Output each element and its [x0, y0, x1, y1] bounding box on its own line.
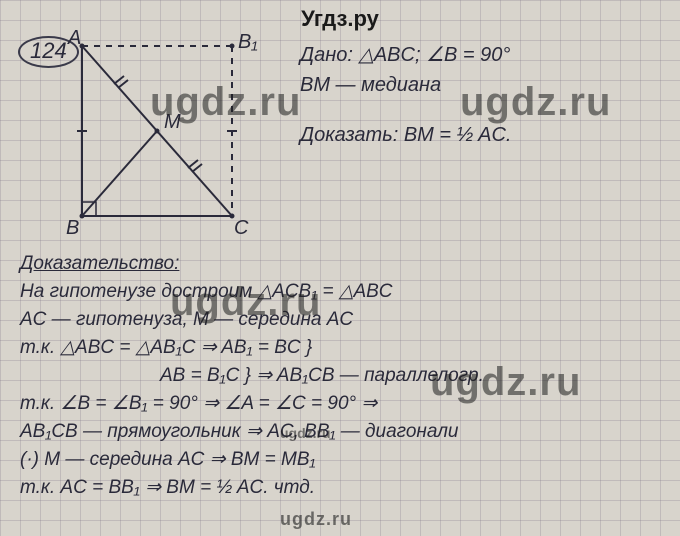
diagram-svg: A B₁ B C M — [72, 36, 272, 236]
proof-block: Доказательство: На гипотенузе достроим △… — [20, 250, 660, 502]
proof-line-5: AB₁CB — прямоугольник ⇒ AC, BB₁ — диагон… — [20, 418, 660, 446]
page-header: Угдз.ру — [0, 6, 680, 32]
given-line-2: BM — медиана — [300, 70, 660, 100]
tick-marks — [77, 76, 237, 172]
to-prove: Доказать: BM = ½ AC. — [300, 120, 660, 150]
label-M: M — [164, 111, 181, 133]
label-B: B — [66, 217, 79, 239]
point-M — [155, 129, 160, 134]
proof-line-1: На гипотенузе достроим △ACB₁ = △ABC — [20, 278, 660, 306]
given-block: Дано: △ABC; ∠B = 90° BM — медиана Доказа… — [300, 40, 660, 150]
proof-line-4: т.к. ∠B = ∠B₁ = 90° ⇒ ∠A = ∠C = 90° ⇒ — [20, 390, 660, 418]
proof-line-6: (·) M — середина AC ⇒ BM = MB₁ — [20, 446, 660, 474]
triangle-diagram: A B₁ B C M — [72, 36, 272, 236]
given-line-1: Дано: △ABC; ∠B = 90° — [300, 40, 660, 70]
label-C: C — [234, 217, 249, 239]
paper-background: Угдз.ру 124 — [0, 0, 680, 536]
watermark-small: ugdz.ru — [280, 425, 331, 441]
label-A: A — [67, 27, 81, 49]
point-B1 — [230, 44, 235, 49]
point-B — [80, 214, 85, 219]
proof-line-7: т.к. AC = BB₁ ⇒ BM = ½ AC. чтд. — [20, 474, 660, 502]
proof-line-3b: AB = B₁C } ⇒ AB₁CB — параллелогр. — [20, 362, 660, 390]
proof-line-3: т.к. △ABC = △AB₁C ⇒ AB₁ = BC } — [20, 334, 660, 362]
label-B1: B₁ — [238, 31, 258, 53]
edge-B-M — [82, 131, 157, 216]
proof-title: Доказательство: — [20, 250, 660, 278]
proof-line-2: AC — гипотенуза, M — середина AC — [20, 306, 660, 334]
